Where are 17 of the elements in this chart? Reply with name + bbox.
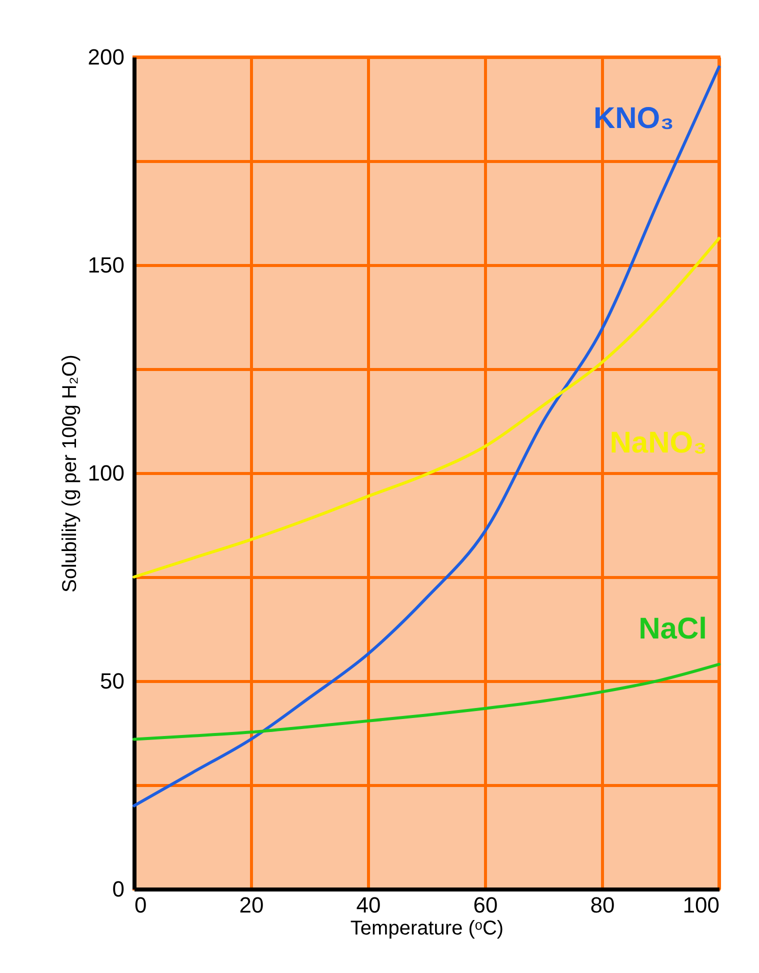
x-tick-label: 0 [134,892,147,918]
x-tick-label: 60 [473,892,498,918]
x-axis-title: Temperature (ᵒC) [350,918,504,940]
y-axis-title: Solubility (g per 100g H₂O) [58,354,81,592]
y-tick-label: 50 [100,668,124,694]
series-label: NaNO₃ [610,426,707,460]
x-tick-label: 80 [590,892,615,918]
y-tick-label: 100 [88,460,124,486]
line-series [132,236,720,578]
x-tick-label: 40 [356,892,381,918]
y-tick-label: 0 [112,876,124,902]
y-tick-label: 150 [88,252,124,278]
x-tick-label: 100 [682,892,720,918]
series-label: NaCl [638,612,707,646]
y-tick-label: 200 [88,44,124,70]
x-tick-label: 20 [239,892,264,918]
line-series [132,662,720,741]
